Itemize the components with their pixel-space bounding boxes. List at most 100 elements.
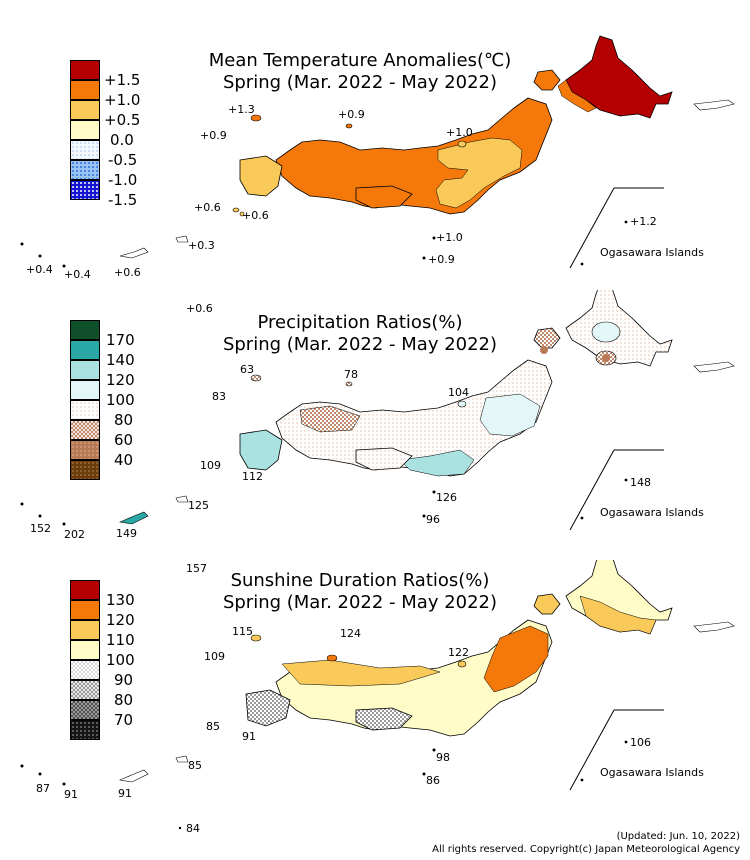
legend-swatch — [70, 600, 100, 620]
legend-label: -1.5 — [108, 191, 138, 209]
legend-swatch — [70, 60, 100, 80]
legend-label: +1.5 — [104, 71, 141, 89]
legend-swatch — [70, 420, 100, 440]
sunshine-panel: Sunshine Duration Ratios(%) Spring (Mar.… — [0, 560, 750, 835]
legend-swatch — [70, 620, 100, 640]
legend-label: 100 — [106, 651, 135, 669]
legend-swatch — [70, 160, 100, 180]
value-miyako: 149 — [116, 527, 137, 540]
value-ogasawara: 148 — [630, 476, 651, 489]
value-west-sea: 83 — [212, 390, 226, 403]
value-west-sea: +0.9 — [200, 129, 227, 142]
value-sado: 122 — [448, 646, 469, 659]
legend-swatch — [70, 320, 100, 340]
legend-label: 80 — [114, 691, 134, 709]
value-ishigaki: 202 — [64, 528, 85, 541]
legend-swatch — [70, 460, 100, 480]
legend-swatch — [70, 640, 100, 660]
value-ishigaki: +0.4 — [64, 268, 91, 281]
legend-label: 80 — [114, 411, 134, 429]
legend-label: 140 — [106, 351, 135, 369]
legend-label: +0.5 — [104, 111, 141, 129]
legend-swatch — [70, 380, 100, 400]
legend-swatch — [70, 120, 100, 140]
legend-label: 0.0 — [110, 131, 134, 149]
value-oki: 63 — [240, 363, 254, 376]
ogasawara-label: Ogasawara Islands — [600, 506, 704, 519]
value-tsushima: +0.6 — [194, 201, 221, 214]
value-tsushima: 109 — [200, 459, 221, 472]
footer: (Updated: Jun. 10, 2022) All rights rese… — [432, 830, 740, 856]
legend-swatch — [70, 80, 100, 100]
value-izu1: 126 — [436, 491, 457, 504]
value-okinawa: 125 — [188, 499, 209, 512]
legend-label: 130 — [106, 591, 135, 609]
value-daito: +0.6 — [186, 302, 213, 315]
value-okinawa: +0.3 — [188, 239, 215, 252]
value-tsushima: 85 — [206, 720, 220, 733]
legend-swatch — [70, 700, 100, 720]
copyright: All rights reserved. Copyright(c) Japan … — [432, 844, 740, 855]
value-west-sea: 109 — [204, 650, 225, 663]
legend-swatch — [70, 680, 100, 700]
legend-swatch — [70, 440, 100, 460]
legend-swatch — [70, 580, 100, 600]
value-miyako: 91 — [118, 787, 132, 800]
value-noto: 124 — [340, 627, 361, 640]
legend-label: -1.0 — [108, 171, 138, 189]
legend-swatch — [70, 340, 100, 360]
legend-label: 90 — [114, 671, 134, 689]
precipitation-panel: Precipitation Ratios(%) Spring (Mar. 202… — [0, 290, 750, 575]
legend-label: 120 — [106, 611, 135, 629]
ogasawara-label: Ogasawara Islands — [600, 766, 704, 779]
value-izu1: 98 — [436, 751, 450, 764]
legend-label: 170 — [106, 331, 135, 349]
precipitation-title-line1: Precipitation Ratios(%) — [257, 312, 463, 333]
value-oki: +1.3 — [228, 103, 255, 116]
precipitation-title-line2: Spring (Mar. 2022 - May 2022) — [222, 334, 498, 355]
temperature-map — [20, 35, 735, 269]
value-yonaguni: +0.4 — [26, 263, 53, 276]
legend-swatch — [70, 360, 100, 380]
sunshine-title-line2: Spring (Mar. 2022 - May 2022) — [222, 592, 498, 613]
legend-swatch — [70, 660, 100, 680]
legend-label: 70 — [114, 711, 134, 729]
legend-label: 60 — [114, 431, 134, 449]
legend-label: 100 — [106, 391, 135, 409]
temperature-title-line2: Spring (Mar. 2022 - May 2022) — [222, 72, 498, 93]
legend-swatch — [70, 100, 100, 120]
value-miyako: +0.6 — [114, 266, 141, 279]
value-noto: 78 — [344, 368, 358, 381]
legend-swatch — [70, 140, 100, 160]
value-goto: 112 — [242, 470, 263, 483]
legend-swatch — [70, 720, 100, 740]
temperature-title: Mean Temperature Anomalies(℃) Spring (Ma… — [180, 50, 540, 94]
value-goto: +0.6 — [242, 209, 269, 222]
updated-date: (Updated: Jun. 10, 2022) — [616, 831, 740, 842]
precipitation-map — [20, 290, 735, 531]
sunshine-title: Sunshine Duration Ratios(%) Spring (Mar.… — [180, 570, 540, 614]
temperature-panel: Mean Temperature Anomalies(℃) Spring (Ma… — [0, 0, 750, 315]
value-izu2: 86 — [426, 774, 440, 787]
legend-label: -0.5 — [108, 151, 138, 169]
value-izu2: +0.9 — [428, 253, 455, 266]
legend-label: 110 — [106, 631, 135, 649]
legend-label: 40 — [114, 451, 134, 469]
value-yonaguni: 87 — [36, 782, 50, 795]
value-ishigaki: 91 — [64, 788, 78, 801]
value-ogasawara: +1.2 — [630, 215, 657, 228]
value-sado: +1.0 — [446, 126, 473, 139]
ogasawara-label: Ogasawara Islands — [600, 246, 704, 259]
precipitation-legend: 170 140 120 100 80 60 40 — [70, 320, 190, 485]
value-izu1: +1.0 — [436, 231, 463, 244]
value-ogasawara: 106 — [630, 736, 651, 749]
value-yonaguni: 152 — [30, 522, 51, 535]
value-oki: 115 — [232, 625, 253, 638]
value-sado: 104 — [448, 386, 469, 399]
sunshine-title-line1: Sunshine Duration Ratios(%) — [230, 570, 490, 591]
precipitation-title: Precipitation Ratios(%) Spring (Mar. 202… — [180, 312, 540, 356]
value-daito: 157 — [186, 562, 207, 575]
legend-swatch — [70, 400, 100, 420]
sunshine-map — [20, 560, 735, 830]
sunshine-legend: 130 120 110 100 90 80 70 — [70, 580, 190, 745]
